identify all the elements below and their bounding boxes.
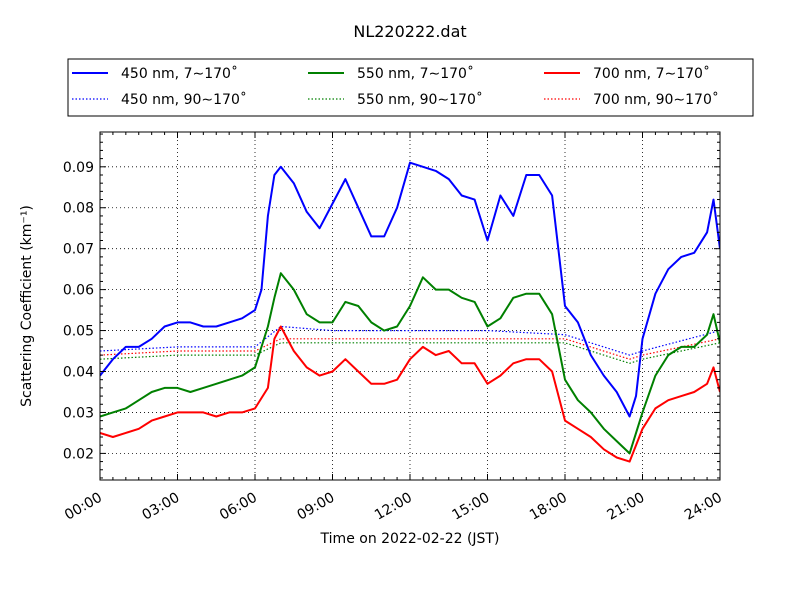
x-tick-label: 18:00 bbox=[527, 490, 570, 524]
series-line-700-nm-dotted bbox=[100, 338, 720, 360]
legend-label: 700 nm, 7∼170˚ bbox=[593, 65, 710, 82]
legend-label: 550 nm, 90∼170˚ bbox=[357, 91, 483, 108]
y-tick-label: 0.02 bbox=[63, 446, 94, 462]
x-tick-label: 00:00 bbox=[62, 490, 105, 524]
legend-label: 450 nm, 7∼170˚ bbox=[121, 65, 238, 82]
y-tick-label: 0.06 bbox=[63, 283, 94, 299]
series-line-450-nm-solid bbox=[100, 161, 720, 418]
legend-label: 700 nm, 90∼170˚ bbox=[593, 91, 719, 108]
series-layer bbox=[100, 161, 720, 463]
x-tick-label: 15:00 bbox=[450, 490, 493, 524]
chart-title: NL220222.dat bbox=[353, 22, 466, 41]
legend-label: 550 nm, 7∼170˚ bbox=[357, 65, 474, 82]
x-axis-label: Time on 2022-02-22 (JST) bbox=[320, 531, 500, 547]
legend-frame bbox=[67, 58, 754, 117]
x-tick-label: 06:00 bbox=[217, 490, 260, 524]
x-tick-label: 21:00 bbox=[605, 490, 648, 524]
x-tick-label: 24:00 bbox=[682, 490, 725, 524]
legend: 450 nm, 7∼170˚ 450 nm, 90∼170˚ 550 nm, 7∼1… bbox=[67, 58, 754, 117]
series-line-550-nm-dotted bbox=[100, 342, 720, 364]
legend-label: 450 nm, 90∼170˚ bbox=[121, 91, 247, 108]
y-tick-label: 0.09 bbox=[63, 160, 94, 176]
y-tick-label: 0.03 bbox=[63, 405, 94, 421]
x-tick-label: 12:00 bbox=[372, 490, 415, 524]
y-tick-label: 0.04 bbox=[63, 365, 94, 381]
y-axis-label: Scattering Coefficient (km⁻¹) bbox=[19, 205, 35, 407]
y-tick-label: 0.05 bbox=[63, 324, 94, 340]
y-tick-label: 0.07 bbox=[63, 242, 94, 258]
grid-lines bbox=[100, 132, 720, 480]
series-line-550-nm-solid bbox=[100, 272, 720, 455]
y-tick-label: 0.08 bbox=[63, 201, 94, 217]
x-tick-label: 03:00 bbox=[140, 490, 183, 524]
series-line-700-nm-solid bbox=[100, 325, 720, 463]
x-tick-label: 09:00 bbox=[295, 490, 338, 524]
